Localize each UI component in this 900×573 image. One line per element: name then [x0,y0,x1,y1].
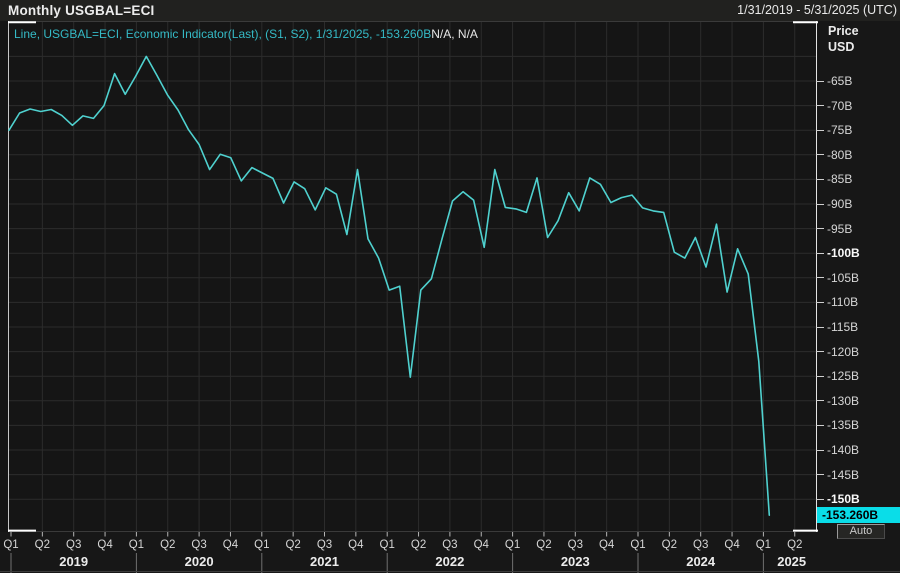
y-axis-tick [816,449,824,451]
y-axis-label: -115B [816,319,858,335]
chart-plot-area[interactable]: Line, USGBAL=ECI, Economic Indicator(Las… [0,21,820,532]
y-axis-label: -130B [816,393,859,409]
quarter-label: Q2 [34,539,51,551]
series-legend-main: Line, USGBAL=ECI, Economic Indicator(Las… [14,27,432,41]
price-chart-canvas[interactable] [0,21,820,532]
quarter-label: Q2 [410,539,427,551]
y-axis-label: -125B [816,368,859,384]
quarter-label: Q1 [128,539,145,551]
quarter-label: Q4 [348,539,364,551]
quarter-label: Q2 [787,539,803,551]
y-axis-tick [816,252,824,254]
quarter-label: Q1 [504,539,521,551]
y-axis-tick [816,228,824,230]
series-legend-extra: N/A, N/A [431,27,478,41]
y-axis-tick [816,80,824,82]
year-label: 2022 [435,554,465,569]
time-axis[interactable]: Q1 Q2 Q3 Q4 Q1 Q2 Q3 Q4 Q1 Q2 Q3 Q4 Q1 Q2 Q3 Q4 Q1 Q2 Q3 Q4… [0,532,900,573]
last-price-badge: -153.260B [817,507,900,524]
time-axis-ticks [10,532,796,573]
quarter-label: Q1 [755,539,772,551]
quarter-label: Q2 [160,539,176,551]
quarter-label: Q3 [693,539,709,551]
y-axis-label: -135B [816,417,859,433]
y-axis-label: -105B [816,270,859,286]
y-axis-label: -145B [816,467,859,483]
y-axis-label: -95B [816,221,852,237]
quarter-label: Q4 [473,539,489,551]
y-axis-tick [816,326,824,328]
quarter-label: Q4 [97,539,113,551]
y-axis-tick [816,105,824,107]
year-label: 2025 [777,554,807,569]
quarter-label: Q1 [254,539,270,551]
quarter-label: Q4 [724,539,740,551]
y-axis-tick [816,178,824,180]
y-axis-tick [816,203,824,205]
quarter-label: Q4 [598,539,615,551]
quarter-label: Q3 [442,539,458,551]
y-axis-label: -110B [816,294,858,310]
y-axis-label: -75B [816,122,852,138]
date-range: 1/31/2019 - 5/31/2025 (UTC) [737,3,897,17]
y-axis-tick [816,424,824,426]
quarter-label: Q3 [567,539,583,551]
year-label: 2023 [560,554,590,569]
y-axis-tick [816,498,824,500]
y-axis-label: -90B [816,196,852,212]
chart-title: Monthly USGBAL=ECI [8,3,155,18]
price-axis[interactable]: Price USD -65B -70B -75B -80B -85B -90B -95B -1… [816,21,900,540]
y-axis-label: -85B [816,171,852,187]
price-axis-title-line1: Price [828,24,859,38]
y-axis-tick [816,277,824,279]
quarter-label: Q4 [222,539,239,551]
y-axis-tick [816,351,824,353]
year-label: 2021 [310,554,339,569]
quarter-label: Q3 [66,539,82,551]
quarter-label: Q1 [3,539,19,551]
quarter-label: Q2 [285,539,301,551]
year-label: 2024 [686,554,716,569]
window-bottom-edge [0,571,900,572]
price-axis-title: Price USD [828,23,859,55]
y-axis-tick [816,129,824,131]
year-label: 2019 [59,554,89,569]
year-label: 2020 [184,554,214,569]
quarter-label: Q1 [630,539,646,551]
quarter-label: Q2 [661,539,678,551]
y-axis-label: -100B [816,245,860,261]
auto-scale-button[interactable]: Auto [837,524,885,540]
quarter-label: Q3 [191,539,207,551]
title-bar: Monthly USGBAL=ECI 1/31/2019 - 5/31/2025… [0,0,900,21]
y-axis-label: -80B [816,147,852,163]
quarter-label: Q1 [379,539,395,551]
y-axis-tick [816,301,824,303]
y-axis-label: -70B [816,98,852,114]
price-line [8,55,771,517]
y-axis-label: -120B [816,344,859,360]
price-axis-title-line2: USD [828,40,855,54]
y-axis-tick [816,400,824,402]
quarter-label: Q2 [536,539,552,551]
y-axis-label: -140B [816,442,859,458]
y-axis-tick [816,375,824,377]
y-axis-tick [816,154,824,156]
y-axis-label: -150B [816,491,860,507]
y-axis-label: -65B [816,73,852,89]
quarter-label: Q3 [316,539,333,551]
series-legend[interactable]: Line, USGBAL=ECI, Economic Indicator(Las… [14,27,478,41]
y-axis-tick [816,474,824,476]
